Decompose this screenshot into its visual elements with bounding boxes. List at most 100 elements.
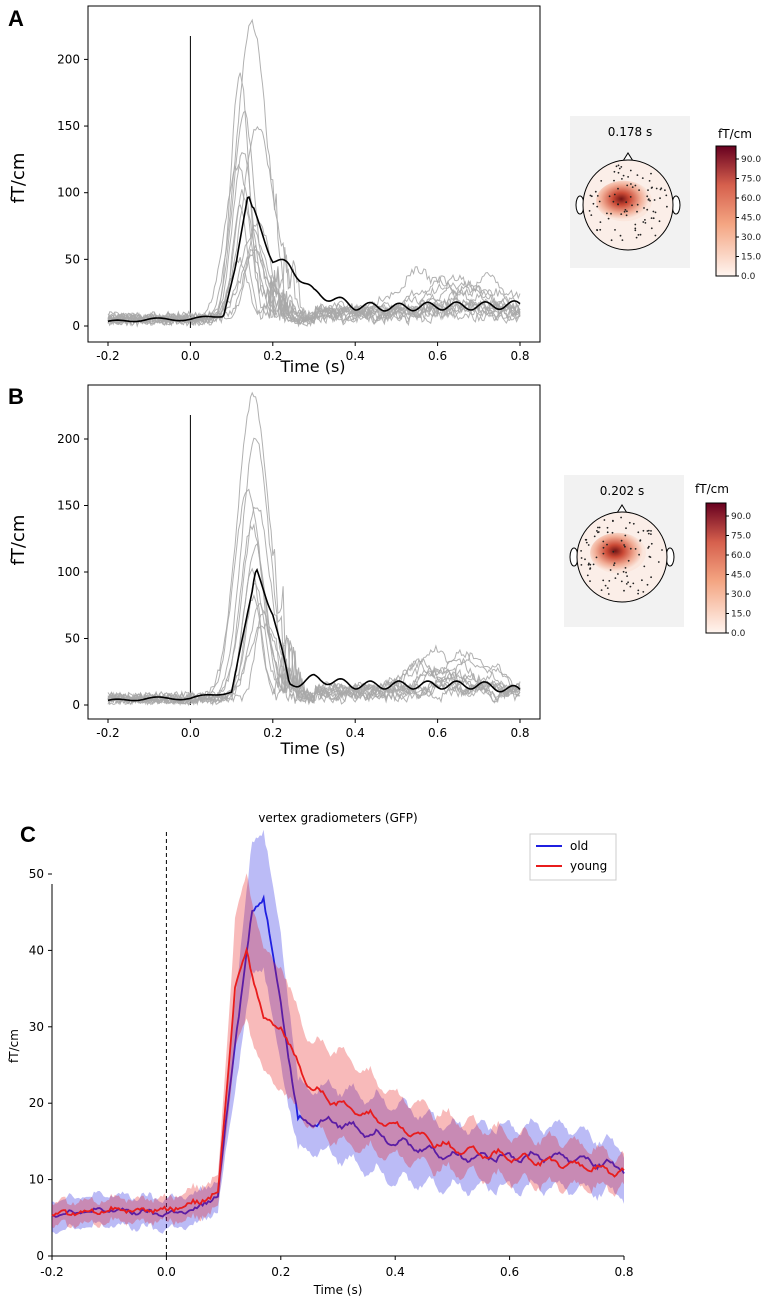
sensor-dot-a (644, 219, 646, 221)
y-tick-label-b: 200 (57, 432, 80, 446)
sensor-dot-b (627, 559, 630, 562)
sensor-dot-a (660, 187, 663, 190)
sensor-dot-b (606, 543, 608, 546)
sensor-dot-a (626, 184, 629, 187)
trial-trace-a (107, 221, 521, 323)
x-tick-label-b: 0.6 (428, 726, 447, 740)
x-tick-label-b: 0.4 (346, 726, 365, 740)
confidence-band-old (52, 829, 624, 1235)
colorbar-tick-label-a: 90.0 (741, 155, 761, 165)
series-line-old (51, 894, 625, 1218)
sensor-dot-a (620, 213, 623, 216)
sensor-dot-a (634, 229, 637, 232)
sensor-dot-b (637, 531, 640, 534)
colorbar-tick-label-b: 30.0 (731, 590, 751, 600)
sensor-dot-b (595, 556, 598, 559)
x-axis-title-a: Time (s) (279, 357, 345, 376)
chart-title-c: vertex gradiometers (GFP) (258, 811, 417, 825)
x-tick-label-c: 0.6 (500, 1265, 519, 1279)
sensor-dot-a (599, 221, 602, 224)
sensor-dot-a (627, 176, 629, 178)
colorbar-tick-label-b: 15.0 (731, 610, 751, 620)
sensor-dot-a (623, 210, 626, 213)
sensor-dot-b (629, 585, 632, 588)
sensor-dot-b (603, 519, 606, 521)
sensor-dot-b (588, 562, 590, 565)
sensor-dot-b (625, 571, 627, 574)
colorbar-b (705, 502, 727, 634)
sensor-dot-b (641, 579, 643, 582)
confidence-band-young (52, 873, 624, 1229)
x-tick-label-c: -0.2 (40, 1265, 63, 1279)
series-line-young (51, 946, 625, 1217)
x-tick-label-b: 0.0 (181, 726, 200, 740)
sensor-dot-a (608, 195, 611, 198)
sensor-dot-a (590, 195, 593, 198)
sensor-dot-b (634, 548, 637, 550)
y-tick-label-c: 10 (29, 1173, 44, 1187)
sensor-dot-b (604, 584, 607, 587)
panel-label-b: B (8, 384, 24, 409)
sensor-dot-b (597, 531, 600, 533)
y-tick-label-a: 0 (72, 319, 80, 333)
sensor-dot-b (593, 535, 596, 538)
sensor-dot-a (621, 178, 623, 180)
sensor-dot-a (641, 177, 644, 180)
sensor-dot-b (624, 545, 626, 548)
y-tick-label-a: 50 (65, 252, 80, 266)
sensor-dot-b (624, 567, 627, 569)
sensor-dot-a (625, 214, 628, 217)
x-axis-title-c: Time (s) (313, 1283, 363, 1297)
x-tick-label-a: 0.6 (428, 349, 447, 363)
sensor-dot-b (632, 522, 635, 525)
colorbar-unit-a: fT/cm (718, 127, 752, 141)
sensor-dot-b (598, 526, 601, 529)
colorbar-tick-label-a: 0.0 (741, 272, 756, 282)
x-tick-label-a: 0.4 (346, 349, 365, 363)
sensor-dot-b (627, 581, 629, 584)
trial-trace-b (107, 622, 520, 705)
sensor-dot-b (592, 563, 595, 566)
y-tick-label-a: 150 (57, 119, 80, 133)
topomap-activation-b (590, 532, 646, 574)
sensor-dot-a (644, 222, 647, 224)
sensor-dot-b (613, 564, 615, 566)
sensor-dot-b (596, 530, 598, 532)
sensor-dot-a (646, 208, 649, 211)
sensor-dot-a (647, 189, 649, 192)
sensor-dot-b (584, 538, 587, 541)
sensor-dot-a (617, 171, 620, 174)
sensor-dot-b (639, 539, 642, 542)
sensor-dot-a (636, 210, 638, 213)
sensor-dot-a (600, 180, 603, 182)
x-tick-label-c: 0.2 (271, 1265, 290, 1279)
sensor-dot-b (620, 580, 623, 583)
y-tick-label-b: 0 (72, 698, 80, 712)
sensor-dot-a (654, 234, 657, 237)
sensor-dot-a (624, 209, 627, 211)
sensor-dot-a (666, 205, 668, 208)
sensor-dot-a (596, 205, 599, 208)
sensor-dot-b (580, 550, 582, 552)
sensor-dot-a (618, 167, 621, 170)
y-tick-label-c: 20 (29, 1096, 44, 1110)
sensor-dot-a (589, 194, 592, 197)
y-tick-label-b: 50 (65, 632, 80, 646)
x-tick-label-a: 0.8 (510, 349, 529, 363)
sensor-dot-b (587, 544, 590, 546)
sensor-dot-b (602, 540, 605, 543)
mean-trace-b (107, 567, 521, 702)
sensor-dot-a (617, 164, 620, 167)
sensor-dot-a (637, 234, 640, 236)
sensor-dot-b (580, 557, 583, 559)
sensor-dot-a (646, 195, 649, 198)
x-tick-label-b: -0.2 (96, 726, 119, 740)
sensor-dot-b (637, 592, 639, 595)
sensor-dot-b (586, 574, 589, 577)
colorbar-tick-label-b: 60.0 (731, 551, 751, 561)
colorbar-tick-label-b: 0.0 (731, 629, 746, 639)
y-axis-title-a: fT/cm (8, 153, 29, 204)
x-tick-label-c: 0.8 (614, 1265, 633, 1279)
colorbar-a (715, 145, 737, 277)
y-tick-label-c: 50 (29, 867, 44, 881)
